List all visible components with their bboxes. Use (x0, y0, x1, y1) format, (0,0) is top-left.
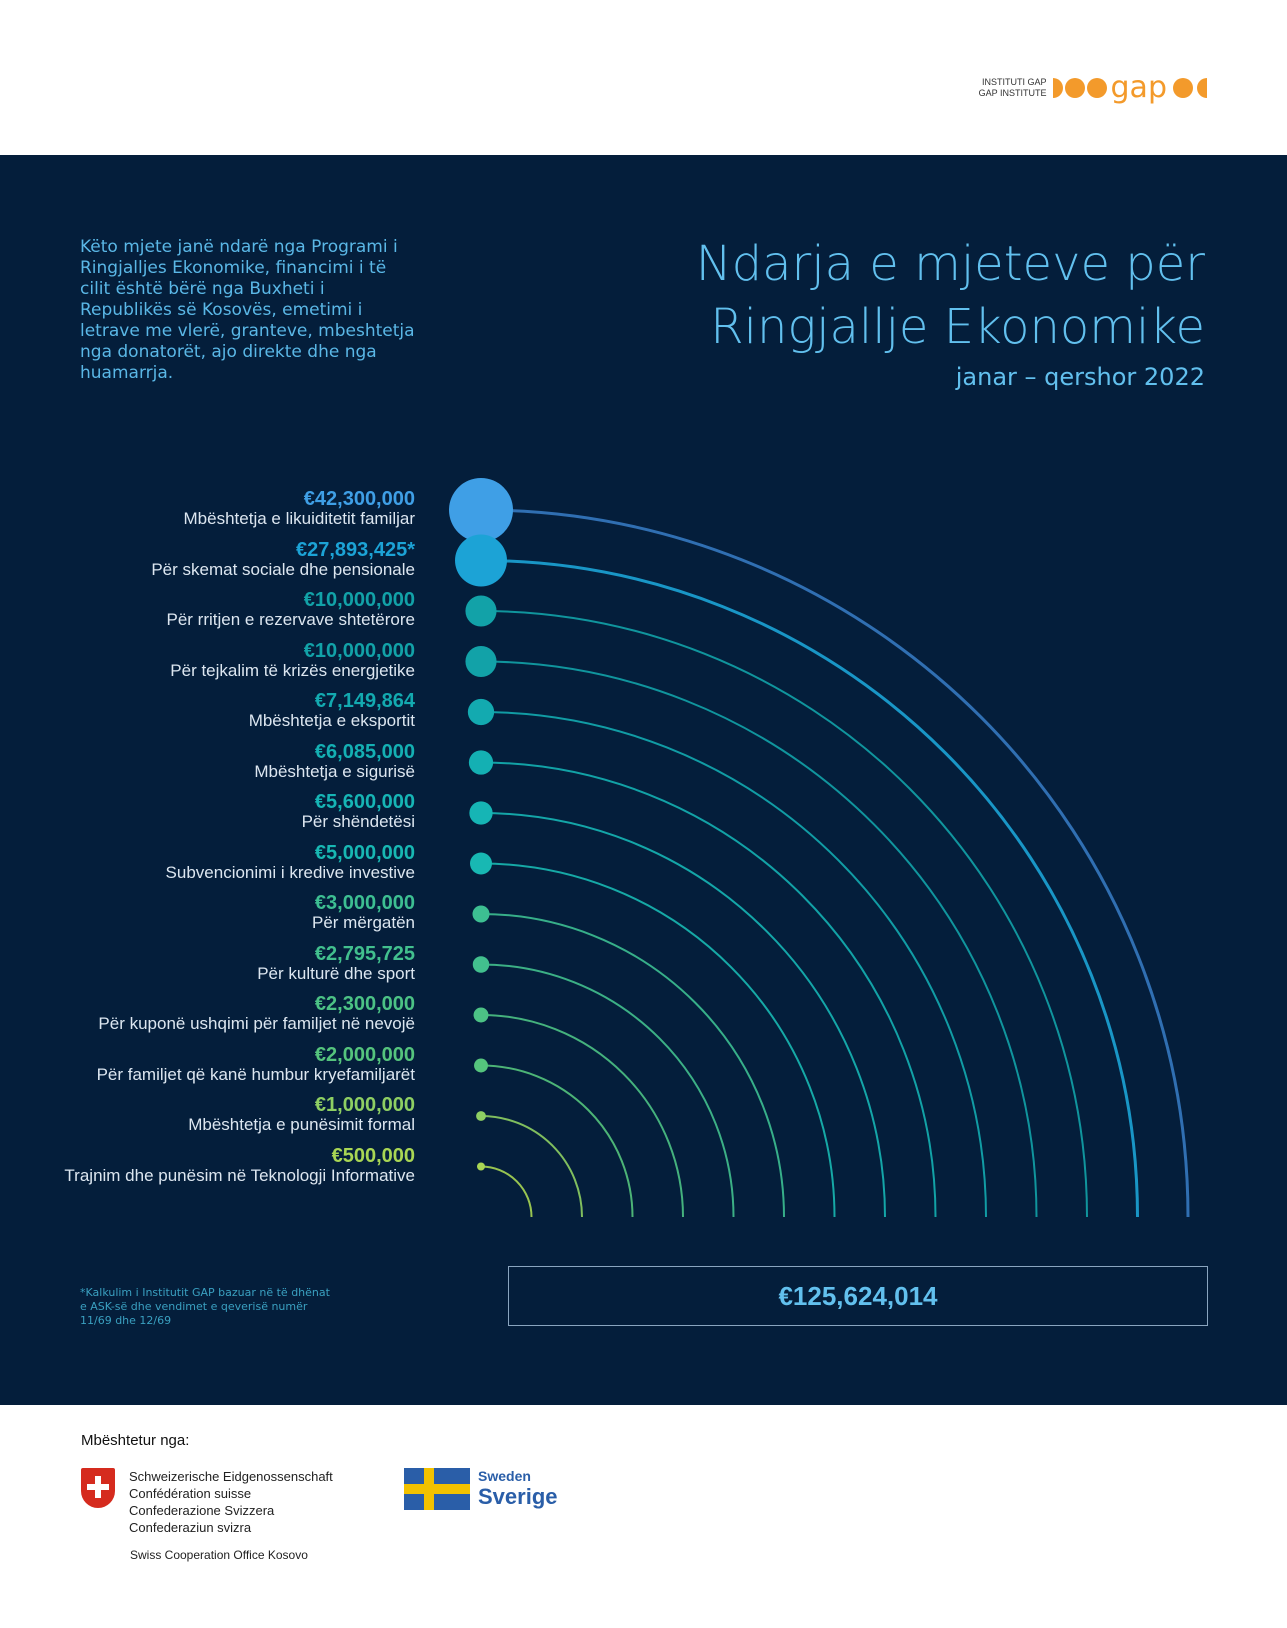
arc-0 (480, 508, 1190, 1218)
title-line-1: Ndarja e mjeteve për (695, 236, 1205, 292)
value-label-4: €7,149,864 (314, 690, 415, 712)
page-title: Ndarja e mjeteve për Ringjallje Ekonomik… (696, 233, 1205, 359)
swiss-line-1: Schweizerische Eidgenossenschaft (129, 1469, 333, 1484)
arc-3 (480, 660, 1038, 1218)
arc-11 (480, 1064, 634, 1218)
arc-2 (480, 610, 1088, 1218)
arc-10 (480, 1014, 684, 1218)
sweden-sv: Sverige (478, 1484, 558, 1509)
arc-12 (480, 1115, 583, 1218)
gap-logo: INSTITUTI GAP GAP INSTITUTE gap (979, 70, 1207, 105)
category-label-7: Subvencionimi i kredive investive (165, 862, 415, 882)
sweden-logo: Sweden Sverige (404, 1468, 558, 1510)
value-label-6: €5,600,000 (314, 791, 415, 813)
value-label-5: €6,085,000 (314, 740, 415, 763)
sweden-en: Sweden (478, 1468, 531, 1484)
category-label-6: Për shëndetësi (301, 812, 415, 831)
radial-chart (449, 478, 1190, 1218)
arc-7 (480, 862, 836, 1218)
value-label-3: €10,000,000 (303, 639, 415, 662)
swiss-line-4: Confederaziun svizra (129, 1520, 252, 1535)
arc-1 (480, 559, 1139, 1218)
category-label-8: Për mërgatën (312, 913, 415, 932)
logo-line-2: GAP INSTITUTE (978, 87, 1047, 98)
bubble-4 (467, 698, 495, 726)
header-bar: INSTITUTI GAP GAP INSTITUTE gap (0, 0, 1287, 155)
logo-dot-2 (1086, 77, 1107, 98)
bubble-7 (469, 852, 493, 875)
sweden-flag-icon (404, 1468, 470, 1510)
value-label-0: €42,300,000 (303, 488, 415, 510)
value-label-12: €1,000,000 (314, 1094, 415, 1116)
logo-text: INSTITUTI GAP GAP INSTITUTE (979, 77, 1047, 99)
bubble-10 (473, 1007, 489, 1023)
bubble-5 (468, 750, 494, 775)
value-label-1: €27,893,425* (295, 538, 415, 561)
arc-8 (480, 913, 785, 1218)
support-label: Mbështetur nga: (81, 1432, 190, 1449)
bubble-6 (469, 801, 493, 825)
category-label-13: Trajnim dhe punësim në Teknologji Inform… (64, 1165, 415, 1185)
bubble-1 (455, 534, 507, 587)
value-label-2: €10,000,000 (303, 589, 415, 611)
logo-mark: gap (1052, 70, 1207, 105)
swiss-office: Swiss Cooperation Office Kosovo (130, 1548, 308, 1562)
category-label-1: Për skemat sociale dhe pensionale (151, 559, 415, 579)
arc-5 (480, 761, 937, 1218)
logo-dot-3 (1173, 77, 1193, 98)
swiss-line-3: Confederazione Svizzera (129, 1503, 275, 1518)
category-label-3: Për tejkalim të krizës energjetike (170, 660, 415, 680)
total-value: €125,624,014 (778, 1280, 938, 1311)
total-box: €125,624,014 (508, 1266, 1208, 1326)
arc-13 (480, 1165, 533, 1218)
swiss-flag-icon (81, 1468, 115, 1508)
arc-9 (480, 963, 735, 1218)
value-label-13: €500,000 (331, 1144, 415, 1167)
bubble-12 (476, 1111, 486, 1121)
bubble-9 (472, 956, 490, 973)
bubble-11 (474, 1058, 488, 1073)
infographic-panel: Këto mjete janë ndarë nga Programi i Rin… (0, 155, 1287, 1405)
page-subtitle: janar – qershor 2022 (955, 363, 1205, 391)
value-label-7: €5,000,000 (314, 841, 415, 864)
arc-6 (480, 812, 886, 1218)
sweden-text: Sweden Sverige (478, 1468, 558, 1510)
value-label-10: €2,300,000 (314, 993, 415, 1015)
value-label-11: €2,000,000 (314, 1043, 415, 1066)
footnote: *Kalkulim i Institutit GAP bazuar në të … (80, 1286, 330, 1327)
category-label-5: Mbështetja e sigurisë (254, 761, 415, 781)
swiss-logo: Schweizerische Eidgenossenschaft Confédé… (81, 1468, 333, 1536)
value-label-9: €2,795,725 (314, 942, 415, 965)
swiss-text: Schweizerische Eidgenossenschaft Confédé… (129, 1468, 333, 1536)
intro-text: Këto mjete janë ndarë nga Programi i Rin… (80, 237, 415, 383)
category-label-11: Për familjet që kanë humbur kryefamiljar… (96, 1064, 415, 1084)
arc-4 (480, 711, 987, 1218)
category-label-2: Për rritjen e rezervave shtetërore (166, 610, 416, 629)
category-label-10: Për kuponë ushqimi për familjet në nevoj… (98, 1014, 415, 1033)
title-line-2: Ringjallje Ekonomike (710, 299, 1205, 355)
logo-word: gap (1110, 70, 1167, 105)
category-label-4: Mbështetja e eksportit (248, 711, 415, 730)
bubble-2 (465, 595, 497, 627)
category-label-9: Për kulturë dhe sport (257, 963, 415, 983)
logo-dot-1 (1064, 77, 1085, 98)
logo-dot-right (1197, 77, 1207, 98)
logo-line-1: INSTITUTI GAP (982, 76, 1047, 87)
bubble-0 (449, 478, 513, 542)
value-label-8: €3,000,000 (314, 892, 415, 914)
bubble-3 (465, 645, 497, 678)
category-label-12: Mbështetja e punësimit formal (188, 1115, 415, 1134)
category-label-0: Mbështetja e likuiditetit familjar (183, 509, 415, 528)
swiss-line-2: Confédération suisse (129, 1486, 252, 1501)
bubble-13 (477, 1162, 485, 1171)
logo-dot-left (1052, 77, 1063, 98)
bubble-8 (472, 905, 490, 923)
